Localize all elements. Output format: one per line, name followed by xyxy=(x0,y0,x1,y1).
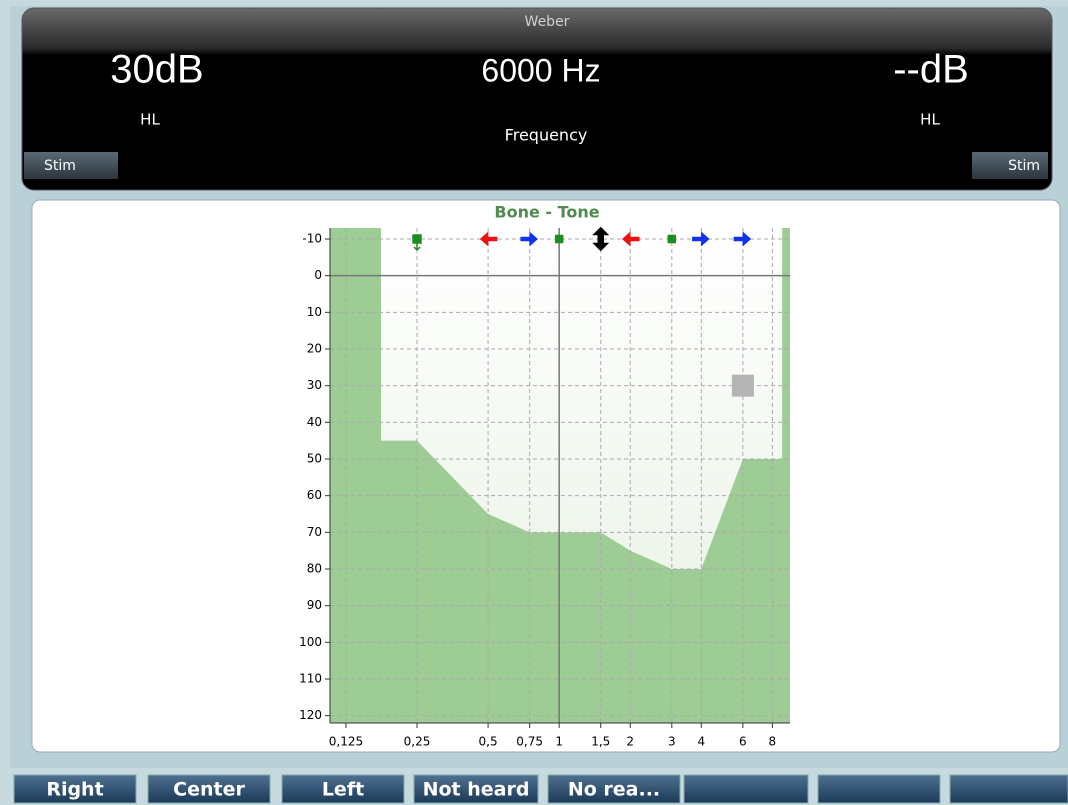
threshold-marker xyxy=(479,231,498,247)
x-tick-label: 2 xyxy=(626,735,634,749)
button-label[interactable]: Not heard xyxy=(423,779,530,801)
threshold-marker xyxy=(733,231,752,247)
threshold-marker xyxy=(592,226,610,252)
stimulus-cursor xyxy=(731,374,754,397)
x-tick-label: 8 xyxy=(769,735,777,749)
x-tick-label: 0,125 xyxy=(329,735,363,749)
empty-button[interactable] xyxy=(817,774,941,804)
button[interactable] xyxy=(13,774,137,804)
threshold-marker xyxy=(621,231,640,247)
y-tick-label: 100 xyxy=(299,635,322,649)
button[interactable] xyxy=(413,774,539,804)
x-tick-label: 1,5 xyxy=(591,735,610,749)
frequency: 6000 Hz xyxy=(481,52,600,88)
y-tick-label: 90 xyxy=(307,598,322,612)
y-tick-label: 20 xyxy=(307,342,322,356)
frequency-label: Frequency xyxy=(505,126,588,145)
y-tick-label: 80 xyxy=(307,562,322,576)
chart-title: Bone - Tone xyxy=(494,203,599,222)
audiogram: -10 0 10 20 30 40 50 60 70 80 90 100 110 120 0,125 0,25… xyxy=(299,226,790,749)
left-level: 30dB xyxy=(110,48,203,92)
threshold-marker xyxy=(692,231,710,247)
stim-label[interactable]: Stim xyxy=(1008,158,1040,174)
x-tick-label: 6 xyxy=(739,735,747,749)
display-panel xyxy=(21,7,1053,191)
y-tick-label: 30 xyxy=(307,378,322,392)
mode: Weber xyxy=(525,14,570,30)
x-tick-label: 0,25 xyxy=(404,735,431,749)
y-tick-label: 0 xyxy=(314,268,322,282)
button[interactable] xyxy=(281,774,405,804)
threshold-marker xyxy=(554,234,564,244)
x-tick-label: 4 xyxy=(697,735,705,749)
x-tick-label: 3 xyxy=(668,735,676,749)
button-label[interactable]: Center xyxy=(173,779,245,801)
button-label[interactable]: No rea... xyxy=(568,779,660,801)
button-label[interactable]: Right xyxy=(46,779,103,801)
stim-button[interactable] xyxy=(24,152,118,179)
button[interactable] xyxy=(547,774,681,804)
stim-label[interactable]: Stim xyxy=(44,158,76,174)
y-tick-label: -10 xyxy=(302,232,322,246)
right-level: --dB xyxy=(893,48,969,92)
left-unit: HL xyxy=(140,111,160,129)
y-tick-label: 120 xyxy=(299,708,322,722)
y-tick-label: 10 xyxy=(307,305,322,319)
x-tick-label: 1 xyxy=(555,735,563,749)
output-limit-area xyxy=(330,228,790,723)
right-unit: HL xyxy=(920,111,940,129)
x-tick-label: 0,75 xyxy=(516,735,543,749)
y-tick-label: 70 xyxy=(307,525,322,539)
empty-button[interactable] xyxy=(949,774,1068,804)
x-tick-label: 0,5 xyxy=(479,735,498,749)
threshold-marker xyxy=(667,234,677,244)
button[interactable] xyxy=(147,774,271,804)
empty-button[interactable] xyxy=(683,774,809,804)
y-tick-label: 60 xyxy=(307,488,322,502)
stim-button[interactable] xyxy=(972,152,1048,179)
button-bar: Right Center Left Not heard No rea... xyxy=(13,774,1068,804)
y-tick-label: 110 xyxy=(299,672,322,686)
y-tick-label: 40 xyxy=(307,415,322,429)
y-tick-label: 50 xyxy=(307,452,322,466)
button-label[interactable]: Left xyxy=(322,779,364,801)
threshold-marker xyxy=(520,231,539,247)
threshold-marker-fill xyxy=(413,235,422,243)
